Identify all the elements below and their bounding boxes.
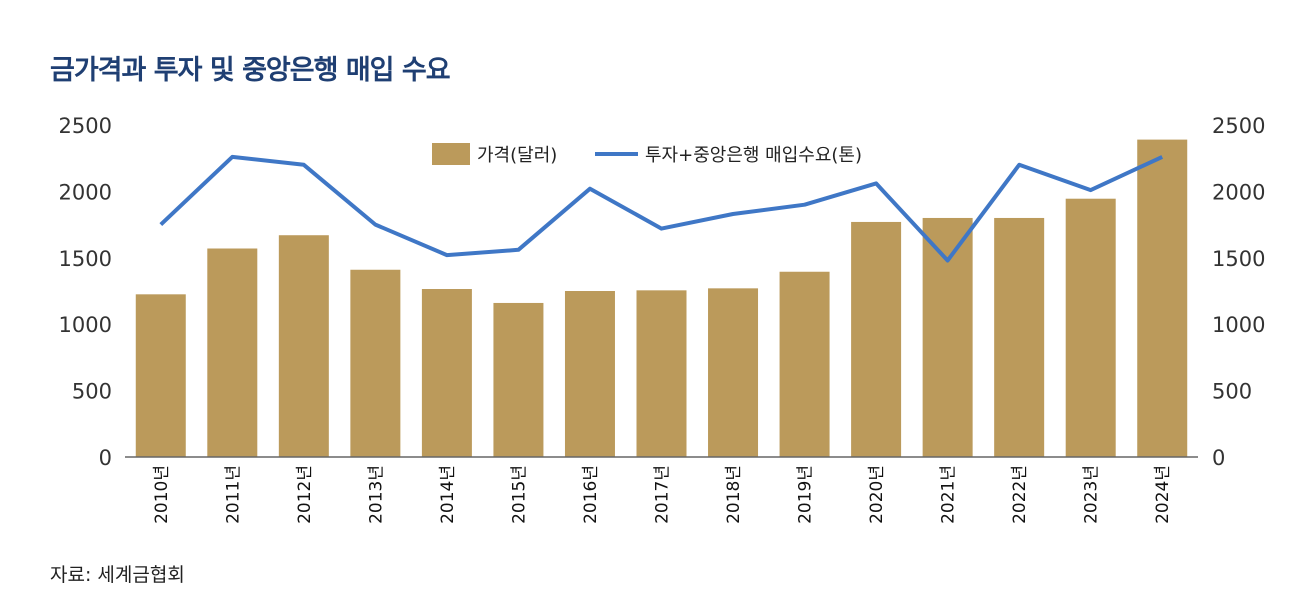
- left-y-axis: 0 500 1000 1500 2000 2500: [59, 114, 112, 470]
- right-y-axis: 0 500 1000 1500 2000 2500: [1212, 114, 1265, 470]
- demand-line: [159, 154, 1164, 263]
- x-tick-label: 2015년: [509, 465, 529, 524]
- right-y-tick-label: 1500: [1212, 247, 1265, 271]
- x-tick-label: 2024년: [1153, 465, 1173, 524]
- x-tick-label: 2020년: [867, 465, 887, 524]
- bar-2023년: [1065, 198, 1116, 458]
- chart-title: 금가격과 투자 및 중앙은행 매입 수요: [50, 55, 451, 86]
- legend-label-price: 가격(달러): [477, 145, 557, 166]
- right-y-tick-label: 0: [1212, 446, 1225, 470]
- bar-2011년: [207, 248, 258, 457]
- left-y-tick-label: 1000: [59, 313, 112, 337]
- left-y-tick-label: 2500: [59, 114, 112, 138]
- bar-2024년: [1137, 139, 1188, 457]
- bar-2016년: [564, 291, 615, 457]
- bar-2022년: [994, 217, 1045, 457]
- x-tick-label: 2018년: [724, 465, 744, 524]
- bar-2013년: [350, 269, 401, 457]
- right-y-tick-label: 500: [1212, 380, 1252, 404]
- bar-series: [135, 139, 1188, 458]
- bar-2015년: [493, 302, 544, 457]
- bar-2018년: [708, 288, 759, 457]
- x-axis: 2010년 2011년 2012년 2013년 2014년 2015년 2016년 2017년…: [152, 465, 1173, 524]
- x-tick-label: 2022년: [1010, 465, 1030, 524]
- x-tick-label: 2017년: [653, 465, 673, 524]
- bar-2010년: [135, 294, 186, 457]
- bar-2021년: [922, 217, 973, 457]
- source-note: 자료: 세계금협회: [50, 564, 185, 586]
- left-y-tick-label: 2000: [59, 180, 112, 204]
- left-y-tick-label: 500: [72, 380, 112, 404]
- x-tick-label: 2013년: [366, 465, 386, 524]
- bar-2014년: [421, 289, 472, 457]
- x-tick-label: 2014년: [438, 465, 458, 524]
- left-y-tick-label: 0: [99, 446, 112, 470]
- bar-2012년: [278, 235, 329, 457]
- x-tick-label: 2011년: [223, 465, 243, 524]
- legend-label-demand: 투자+중앙은행 매입수요(톤): [645, 145, 862, 166]
- legend-swatch-price: [432, 143, 470, 165]
- right-y-tick-label: 1000: [1212, 313, 1265, 337]
- x-tick-label: 2019년: [796, 465, 816, 524]
- x-tick-label: 2016년: [581, 465, 601, 524]
- bar-2019년: [779, 271, 830, 457]
- right-y-tick-label: 2000: [1212, 180, 1265, 204]
- x-tick-label: 2012년: [295, 465, 315, 524]
- right-y-tick-label: 2500: [1212, 114, 1265, 138]
- bar-2020년: [851, 221, 902, 457]
- x-tick-label: 2010년: [152, 465, 172, 524]
- x-tick-label: 2023년: [1082, 465, 1102, 524]
- legend: 가격(달러) 투자+중앙은행 매입수요(톤): [432, 143, 862, 166]
- left-y-tick-label: 1500: [59, 247, 112, 271]
- bar-2017년: [636, 290, 687, 457]
- x-tick-label: 2021년: [939, 465, 959, 524]
